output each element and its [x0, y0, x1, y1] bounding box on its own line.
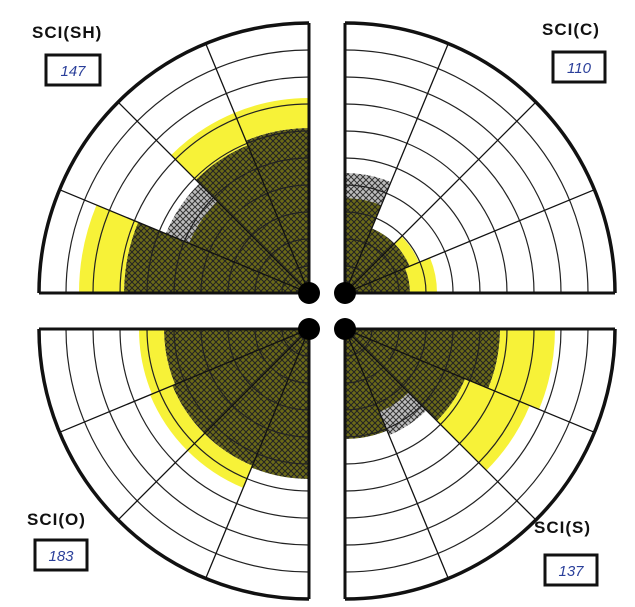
outer-arc-bl: [37, 328, 310, 601]
value-box-s: [543, 553, 599, 587]
hub-top-left: [298, 282, 320, 304]
region-tl-yellow-4: [234, 98, 309, 141]
region-tl-hatch-4: [245, 128, 309, 293]
spoke-tl: [59, 189, 310, 294]
quadrant-value-s: 137: [558, 563, 584, 580]
region-tr-gray-1: [345, 173, 391, 206]
label-sci-sh: SCI(SH) 147: [32, 23, 102, 87]
quadrant-label-o: SCI(O): [27, 510, 86, 529]
region-br-hatch-3: [345, 329, 409, 413]
region-tr-yellow-4: [405, 257, 437, 293]
quadrant-value-c: 110: [567, 60, 592, 77]
region-tr-hatch-3: [345, 243, 410, 293]
region-tr-hatch-1: [345, 198, 382, 293]
value-box-o: [33, 538, 89, 572]
spoke-br: [344, 328, 537, 521]
region-br-hatch-1: [345, 329, 500, 389]
hub-bottom-right: [334, 318, 356, 340]
region-br-hatch-2: [345, 329, 466, 421]
region-br-hatch-4: [345, 329, 388, 439]
region-tl-yellow-3: [171, 112, 248, 180]
region-tr-hatch-2: [345, 228, 395, 293]
spoke-br: [344, 328, 449, 579]
region-br-gray-3: [379, 392, 427, 436]
quadrant-value-sh: 147: [60, 63, 86, 80]
quadrant-label-sh: SCI(SH): [32, 23, 102, 42]
spoke-tr: [344, 43, 449, 294]
quadrant-outlines: [37, 21, 617, 601]
hub-top-right: [334, 282, 356, 304]
label-sci-s: SCI(S) 137: [534, 518, 599, 587]
region-bl-hatch-4: [164, 329, 309, 385]
outer-arc-br: [344, 328, 617, 601]
region-bl-hatch-2: [204, 329, 309, 466]
outer-arc-tr: [344, 21, 617, 294]
hub-bottom-left: [298, 318, 320, 340]
spoke-tl: [117, 101, 310, 294]
region-tl-hatch-2: [188, 201, 309, 293]
center-hubs: [298, 282, 356, 340]
spoke-bl: [205, 328, 310, 579]
region-tl-hatch-3: [195, 145, 309, 293]
spoke-tr: [344, 101, 537, 294]
quadrant-value-o: 183: [48, 548, 74, 565]
region-bl-hatch-3: [172, 329, 309, 434]
label-sci-o: SCI(O) 183: [27, 510, 89, 572]
value-box-c: [551, 50, 607, 84]
radial-grid: [39, 23, 615, 599]
region-tl-hatch-1: [124, 222, 309, 293]
value-box-sh: [44, 53, 102, 87]
label-sci-c: SCI(C) 110: [542, 20, 607, 84]
region-bl-hatch-1: [251, 329, 309, 479]
outer-arc-tl: [37, 21, 310, 294]
quadrant-label-c: SCI(C): [542, 20, 600, 39]
spoke-tr: [344, 189, 595, 294]
region-tr-yellow-3: [394, 236, 419, 267]
spoke-br: [344, 328, 595, 433]
spoke-bl: [117, 328, 310, 521]
spoke-tl: [205, 43, 310, 294]
region-br-yellow-1: [488, 329, 555, 410]
shaded-regions: [79, 98, 555, 488]
spoke-bl: [59, 328, 310, 433]
quadrant-label-s: SCI(S): [534, 518, 591, 537]
region-br-yellow-2: [436, 378, 530, 471]
region-tl-gray-2: [165, 183, 218, 244]
